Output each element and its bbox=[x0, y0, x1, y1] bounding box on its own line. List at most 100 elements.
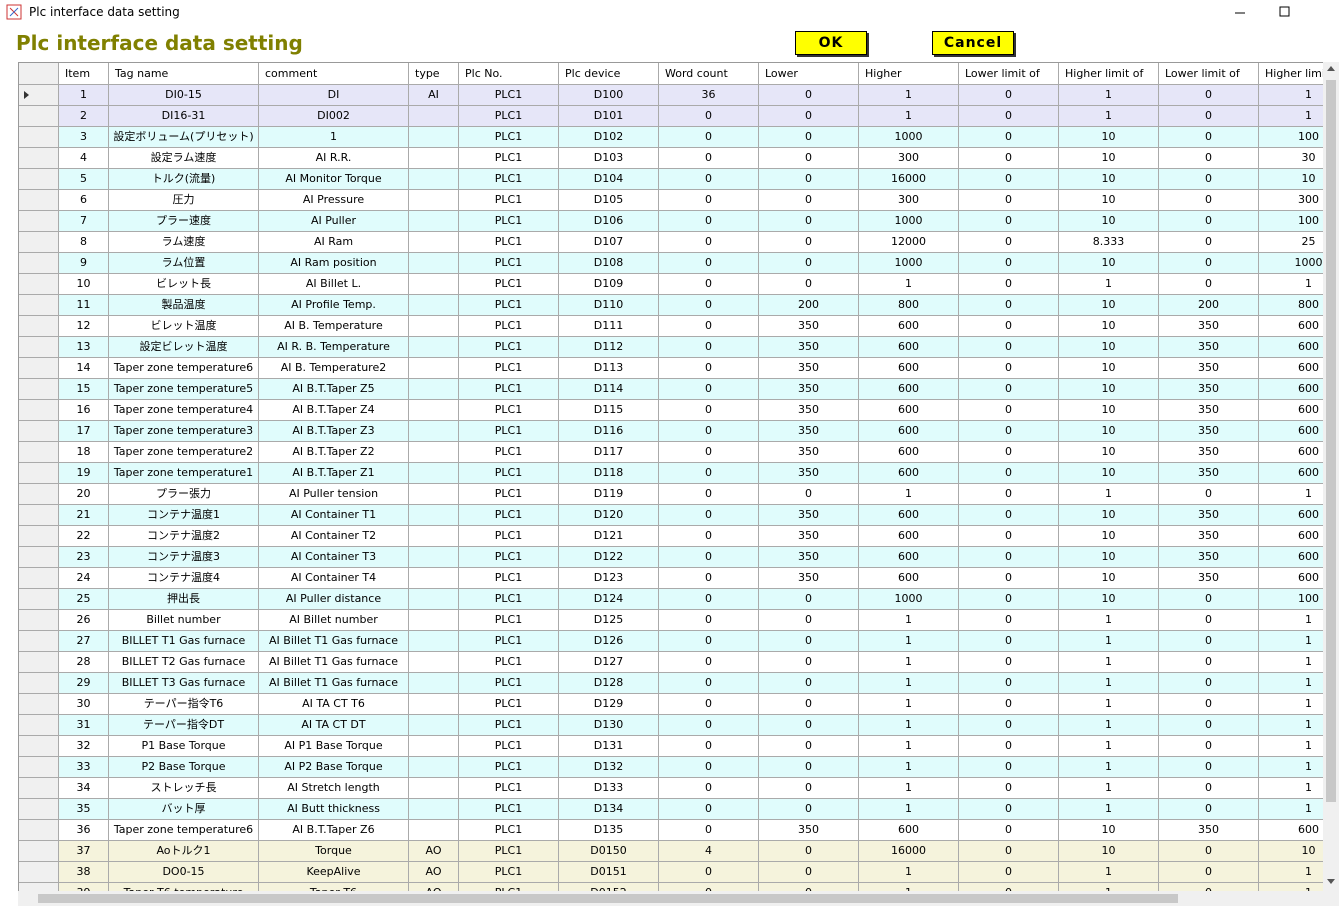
table-cell: DI0-15 bbox=[109, 85, 259, 106]
title-bar: Plc interface data setting bbox=[0, 0, 1339, 26]
table-cell bbox=[409, 127, 459, 148]
cancel-button[interactable]: Cancel bbox=[932, 31, 1014, 55]
table-cell: 600 bbox=[859, 820, 959, 841]
table-cell: 19 bbox=[59, 463, 109, 484]
table-cell: 0 bbox=[659, 505, 759, 526]
table-cell: 0 bbox=[659, 694, 759, 715]
table-cell: 0 bbox=[659, 568, 759, 589]
table-cell: 36 bbox=[59, 820, 109, 841]
table-cell: 0 bbox=[1159, 589, 1259, 610]
row-header bbox=[19, 757, 59, 778]
table-cell bbox=[409, 778, 459, 799]
table-cell: 0 bbox=[959, 127, 1059, 148]
table-cell: D114 bbox=[559, 379, 659, 400]
table-cell: 350 bbox=[759, 442, 859, 463]
table-cell: D103 bbox=[559, 148, 659, 169]
table-cell: 1000 bbox=[1259, 253, 1324, 274]
table-cell: 0 bbox=[1159, 778, 1259, 799]
table-cell: 18 bbox=[59, 442, 109, 463]
table-cell bbox=[409, 190, 459, 211]
table-cell: AI Puller bbox=[259, 211, 409, 232]
table-cell: 1 bbox=[1059, 757, 1159, 778]
table-cell: 0 bbox=[759, 169, 859, 190]
table-cell: BILLET T3 Gas furnace bbox=[109, 673, 259, 694]
table-cell: D121 bbox=[559, 526, 659, 547]
table-cell: 1 bbox=[859, 274, 959, 295]
table-cell: 10 bbox=[1059, 820, 1159, 841]
table-cell: 0 bbox=[659, 715, 759, 736]
row-header bbox=[19, 694, 59, 715]
table-cell: 1 bbox=[1259, 736, 1324, 757]
horizontal-scrollbar[interactable] bbox=[18, 891, 1339, 906]
table-cell: 0 bbox=[659, 337, 759, 358]
table-cell: 350 bbox=[1159, 337, 1259, 358]
table-cell: 0 bbox=[1159, 673, 1259, 694]
column-header: Word count bbox=[659, 63, 759, 85]
ok-button[interactable]: OK bbox=[795, 31, 867, 55]
table-cell: 0 bbox=[959, 85, 1059, 106]
row-header bbox=[19, 148, 59, 169]
table-cell: AO bbox=[409, 883, 459, 892]
table-cell: D125 bbox=[559, 610, 659, 631]
table-cell: コンテナ温度4 bbox=[109, 568, 259, 589]
scroll-up[interactable] bbox=[1327, 66, 1335, 71]
column-header: Tag name bbox=[109, 63, 259, 85]
table-cell: 0 bbox=[959, 736, 1059, 757]
table-cell: AI P1 Base Torque bbox=[259, 736, 409, 757]
table-cell bbox=[409, 148, 459, 169]
row-header bbox=[19, 589, 59, 610]
table-cell: AI B. Temperature bbox=[259, 316, 409, 337]
table-cell: Taper zone temperature6 bbox=[109, 820, 259, 841]
row-header bbox=[19, 211, 59, 232]
table-cell: 350 bbox=[1159, 379, 1259, 400]
table-cell: AI TA CT T6 bbox=[259, 694, 409, 715]
table-cell: Taper zone temperature1 bbox=[109, 463, 259, 484]
table-cell: 0 bbox=[1159, 106, 1259, 127]
table-cell: D110 bbox=[559, 295, 659, 316]
table-cell bbox=[409, 820, 459, 841]
table-cell: 0 bbox=[759, 190, 859, 211]
table-cell: 0 bbox=[959, 883, 1059, 892]
table-cell: 0 bbox=[659, 148, 759, 169]
table-cell: PLC1 bbox=[459, 610, 559, 631]
table-cell: 1 bbox=[859, 778, 959, 799]
table-cell: D108 bbox=[559, 253, 659, 274]
table-cell: 32 bbox=[59, 736, 109, 757]
table-cell: 0 bbox=[959, 505, 1059, 526]
table-cell: 0 bbox=[959, 316, 1059, 337]
scroll-thumb[interactable] bbox=[1326, 80, 1336, 802]
table-cell: DI16-31 bbox=[109, 106, 259, 127]
column-header: comment bbox=[259, 63, 409, 85]
table-cell: 0 bbox=[659, 589, 759, 610]
maximize[interactable] bbox=[1279, 6, 1290, 17]
table-cell: 1 bbox=[859, 610, 959, 631]
column-header: Lower limit of bbox=[959, 63, 1059, 85]
table-cell: 1 bbox=[1259, 778, 1324, 799]
table-cell: 1 bbox=[1259, 715, 1324, 736]
scroll-thumb[interactable] bbox=[38, 894, 1178, 903]
table-cell: 0 bbox=[659, 463, 759, 484]
row-header bbox=[19, 463, 59, 484]
table-cell: 1 bbox=[859, 757, 959, 778]
table-cell: P2 Base Torque bbox=[109, 757, 259, 778]
vertical-scrollbar[interactable] bbox=[1323, 62, 1339, 891]
table-cell: 0 bbox=[759, 757, 859, 778]
table-cell: 0 bbox=[1159, 715, 1259, 736]
scroll-down[interactable] bbox=[1327, 879, 1335, 884]
table-cell: 10 bbox=[1059, 505, 1159, 526]
table-cell: AI Profile Temp. bbox=[259, 295, 409, 316]
table-cell: PLC1 bbox=[459, 148, 559, 169]
table-cell bbox=[409, 610, 459, 631]
table-cell: 12 bbox=[59, 316, 109, 337]
table-cell: 9 bbox=[59, 253, 109, 274]
table-cell: 0 bbox=[1159, 148, 1259, 169]
table-cell: 0 bbox=[959, 631, 1059, 652]
table-cell: AI Ram bbox=[259, 232, 409, 253]
table-cell: 33 bbox=[59, 757, 109, 778]
table-cell: PLC1 bbox=[459, 820, 559, 841]
table-cell: Taper T6 temperature bbox=[109, 883, 259, 892]
table-cell: 0 bbox=[659, 253, 759, 274]
table-cell: PLC1 bbox=[459, 127, 559, 148]
table-cell bbox=[409, 295, 459, 316]
